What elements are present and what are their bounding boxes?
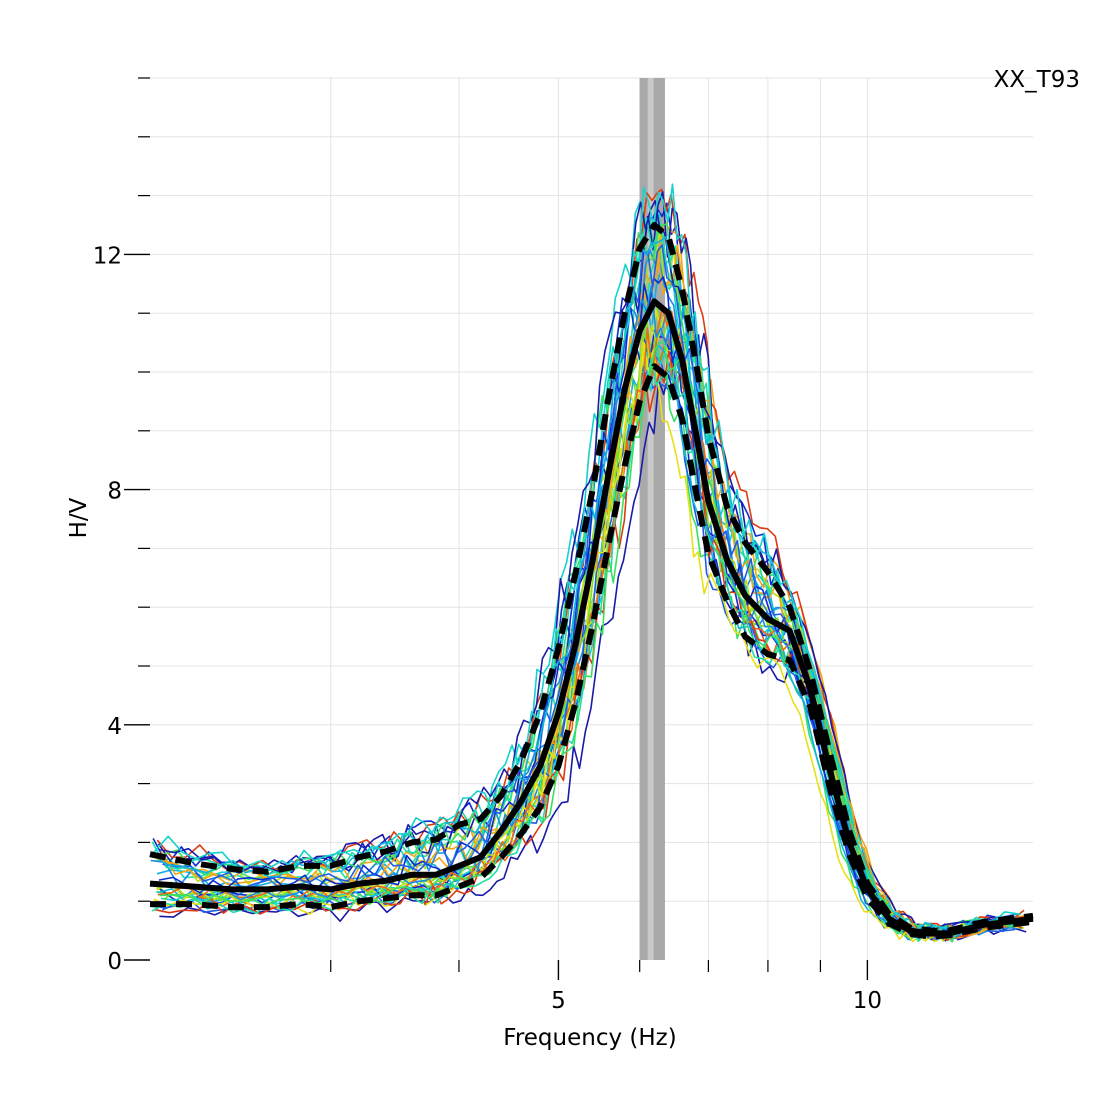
axes: 0 4 8 12 5 10 <box>93 77 882 1014</box>
x-axis-label: Frequency (Hz) <box>503 1025 676 1051</box>
y-axis-label: H/V <box>66 497 92 538</box>
x-tick-label: 5 <box>551 988 566 1014</box>
y-tick-label: 8 <box>107 479 122 505</box>
window-curve <box>156 313 1024 938</box>
hv-upper-curve <box>149 222 1034 934</box>
peak-frequency-band <box>639 78 665 960</box>
statistics-curves <box>149 222 1034 940</box>
window-curve <box>160 306 1028 940</box>
window-curve <box>163 315 1017 940</box>
x-tick-label: 10 <box>853 988 882 1014</box>
window-curve <box>160 220 1029 940</box>
y-tick-label: 12 <box>93 243 122 269</box>
peak-band-inner <box>647 78 654 960</box>
y-tick-label: 4 <box>107 714 122 740</box>
station-label: XX_T93 <box>994 67 1080 93</box>
y-tick-label: 0 <box>107 949 122 975</box>
window-curve <box>156 332 1010 943</box>
window-curve <box>153 183 1021 936</box>
hv-lower-curve <box>150 363 1034 940</box>
